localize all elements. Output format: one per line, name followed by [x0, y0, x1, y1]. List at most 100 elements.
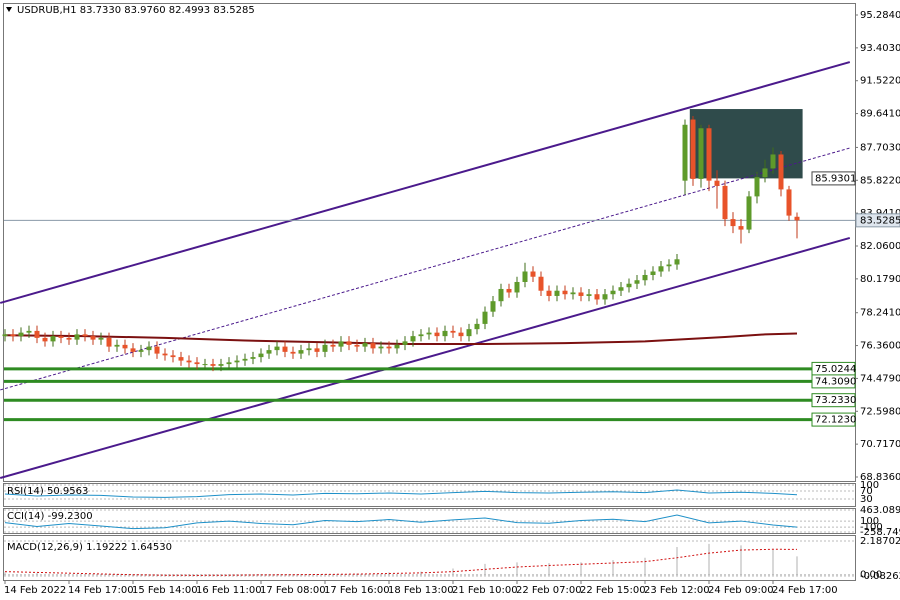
x-tick-label: 17 Feb 16:00	[324, 585, 390, 596]
candle-body	[154, 346, 160, 354]
candle-body	[34, 330, 40, 338]
indicator-line	[4, 489, 798, 498]
candle-body	[10, 334, 16, 337]
candle-body	[618, 287, 624, 291]
indicator-tick-label: 30	[860, 494, 873, 505]
level-label-box	[811, 374, 856, 389]
candle-body	[498, 288, 504, 302]
indicator-tick-label: 100	[860, 516, 879, 527]
candle-body	[698, 128, 704, 179]
candle-body	[354, 344, 360, 347]
x-tick-label: 24 Feb 09:00	[708, 585, 774, 596]
indicator-tick-label: -0.08262	[860, 571, 900, 582]
candle-body	[362, 343, 368, 347]
y-tick-label: 80.1790	[860, 274, 900, 285]
candle-body	[386, 346, 392, 349]
level-label-box	[811, 393, 856, 408]
candle-body	[714, 180, 720, 186]
level-label: 75.0244	[815, 364, 856, 375]
channel-line	[0, 61, 851, 304]
candle-body	[722, 185, 728, 220]
candle-body	[74, 334, 80, 340]
level-label: 72.1230	[815, 415, 856, 426]
indicator-line	[4, 514, 798, 530]
candle-body	[586, 294, 592, 296]
candle-body	[330, 344, 336, 347]
candle-body	[338, 341, 344, 347]
candle-body	[218, 364, 224, 366]
candle-body	[298, 350, 304, 354]
candle-body	[538, 276, 544, 291]
candle-body	[50, 336, 56, 342]
candle-body	[506, 288, 512, 293]
candle-body	[178, 357, 184, 361]
candle-body	[594, 294, 600, 300]
y-tick-label: 89.6410	[860, 109, 900, 120]
candle-body	[738, 226, 744, 230]
indicator-tick-label: -258.7496	[860, 527, 900, 538]
candle-body	[610, 290, 616, 295]
indicator-tick-label: 70	[860, 486, 873, 497]
candle-body	[426, 332, 432, 335]
candle-body	[82, 334, 88, 337]
y-tick-label: 91.5220	[860, 76, 900, 87]
x-tick-label: 21 Feb 10:00	[452, 585, 518, 596]
y-tick-label: 70.7170	[860, 439, 900, 450]
x-tick-label: 14 Feb 17:00	[68, 585, 134, 596]
candle-body	[778, 154, 784, 190]
candle-body	[474, 323, 480, 330]
candle-body	[730, 219, 736, 227]
candle-body	[282, 346, 288, 352]
candle-body	[130, 348, 136, 352]
candle-body	[682, 124, 688, 181]
candle-body	[674, 259, 680, 265]
candle-body	[642, 274, 648, 281]
candle-body	[242, 358, 248, 361]
macd-signal	[4, 548, 798, 576]
candle-body	[138, 350, 144, 352]
candle-body	[554, 290, 560, 296]
indicator-title: MACD(12,26,9) 1.19222 1.64530	[7, 542, 172, 553]
candle-body	[786, 189, 792, 216]
current-price-box	[855, 213, 900, 228]
candle-body	[162, 353, 168, 356]
candle-body	[490, 301, 496, 312]
y-tick-label: 87.7030	[860, 142, 900, 153]
candle-body	[258, 353, 264, 358]
candle-body	[634, 280, 640, 284]
x-tick-label: 22 Feb 15:00	[580, 585, 646, 596]
candle-body	[602, 294, 608, 300]
candle-body	[194, 362, 200, 365]
candle-body	[650, 271, 656, 275]
candle-body	[546, 290, 552, 296]
candle-body	[450, 330, 456, 333]
x-tick-label: 16 Feb 11:00	[196, 585, 262, 596]
indicator-title: RSI(14) 50.9563	[7, 486, 88, 497]
y-tick-label: 82.0600	[860, 241, 900, 252]
candle-body	[186, 360, 192, 363]
indicator-tick-label: 0.00	[860, 570, 882, 581]
level-label: 74.3090	[815, 376, 856, 387]
candle-body	[434, 332, 440, 337]
candle-body	[90, 336, 96, 340]
candle-body	[666, 264, 672, 267]
menu-arrow[interactable]	[6, 7, 12, 12]
candle-body	[106, 337, 112, 347]
candle-body	[746, 196, 752, 230]
candle-body	[418, 334, 424, 337]
indicator-tick-label: 2.18702	[860, 536, 900, 547]
x-tick-label: 23 Feb 12:00	[644, 585, 710, 596]
candle-body	[42, 337, 48, 342]
candle-body	[250, 357, 256, 359]
candle-body	[410, 336, 416, 342]
x-tick-label: 18 Feb 13:00	[388, 585, 454, 596]
candle-body	[122, 344, 128, 349]
rsi-panel	[3, 483, 856, 507]
candle-body	[346, 341, 352, 345]
macd-panel	[3, 535, 856, 581]
candle-body	[234, 360, 240, 363]
indicator-title: CCI(14) -99.2300	[7, 511, 93, 522]
moving-average	[4, 332, 798, 345]
indicator-tick-label: 100	[860, 480, 879, 491]
